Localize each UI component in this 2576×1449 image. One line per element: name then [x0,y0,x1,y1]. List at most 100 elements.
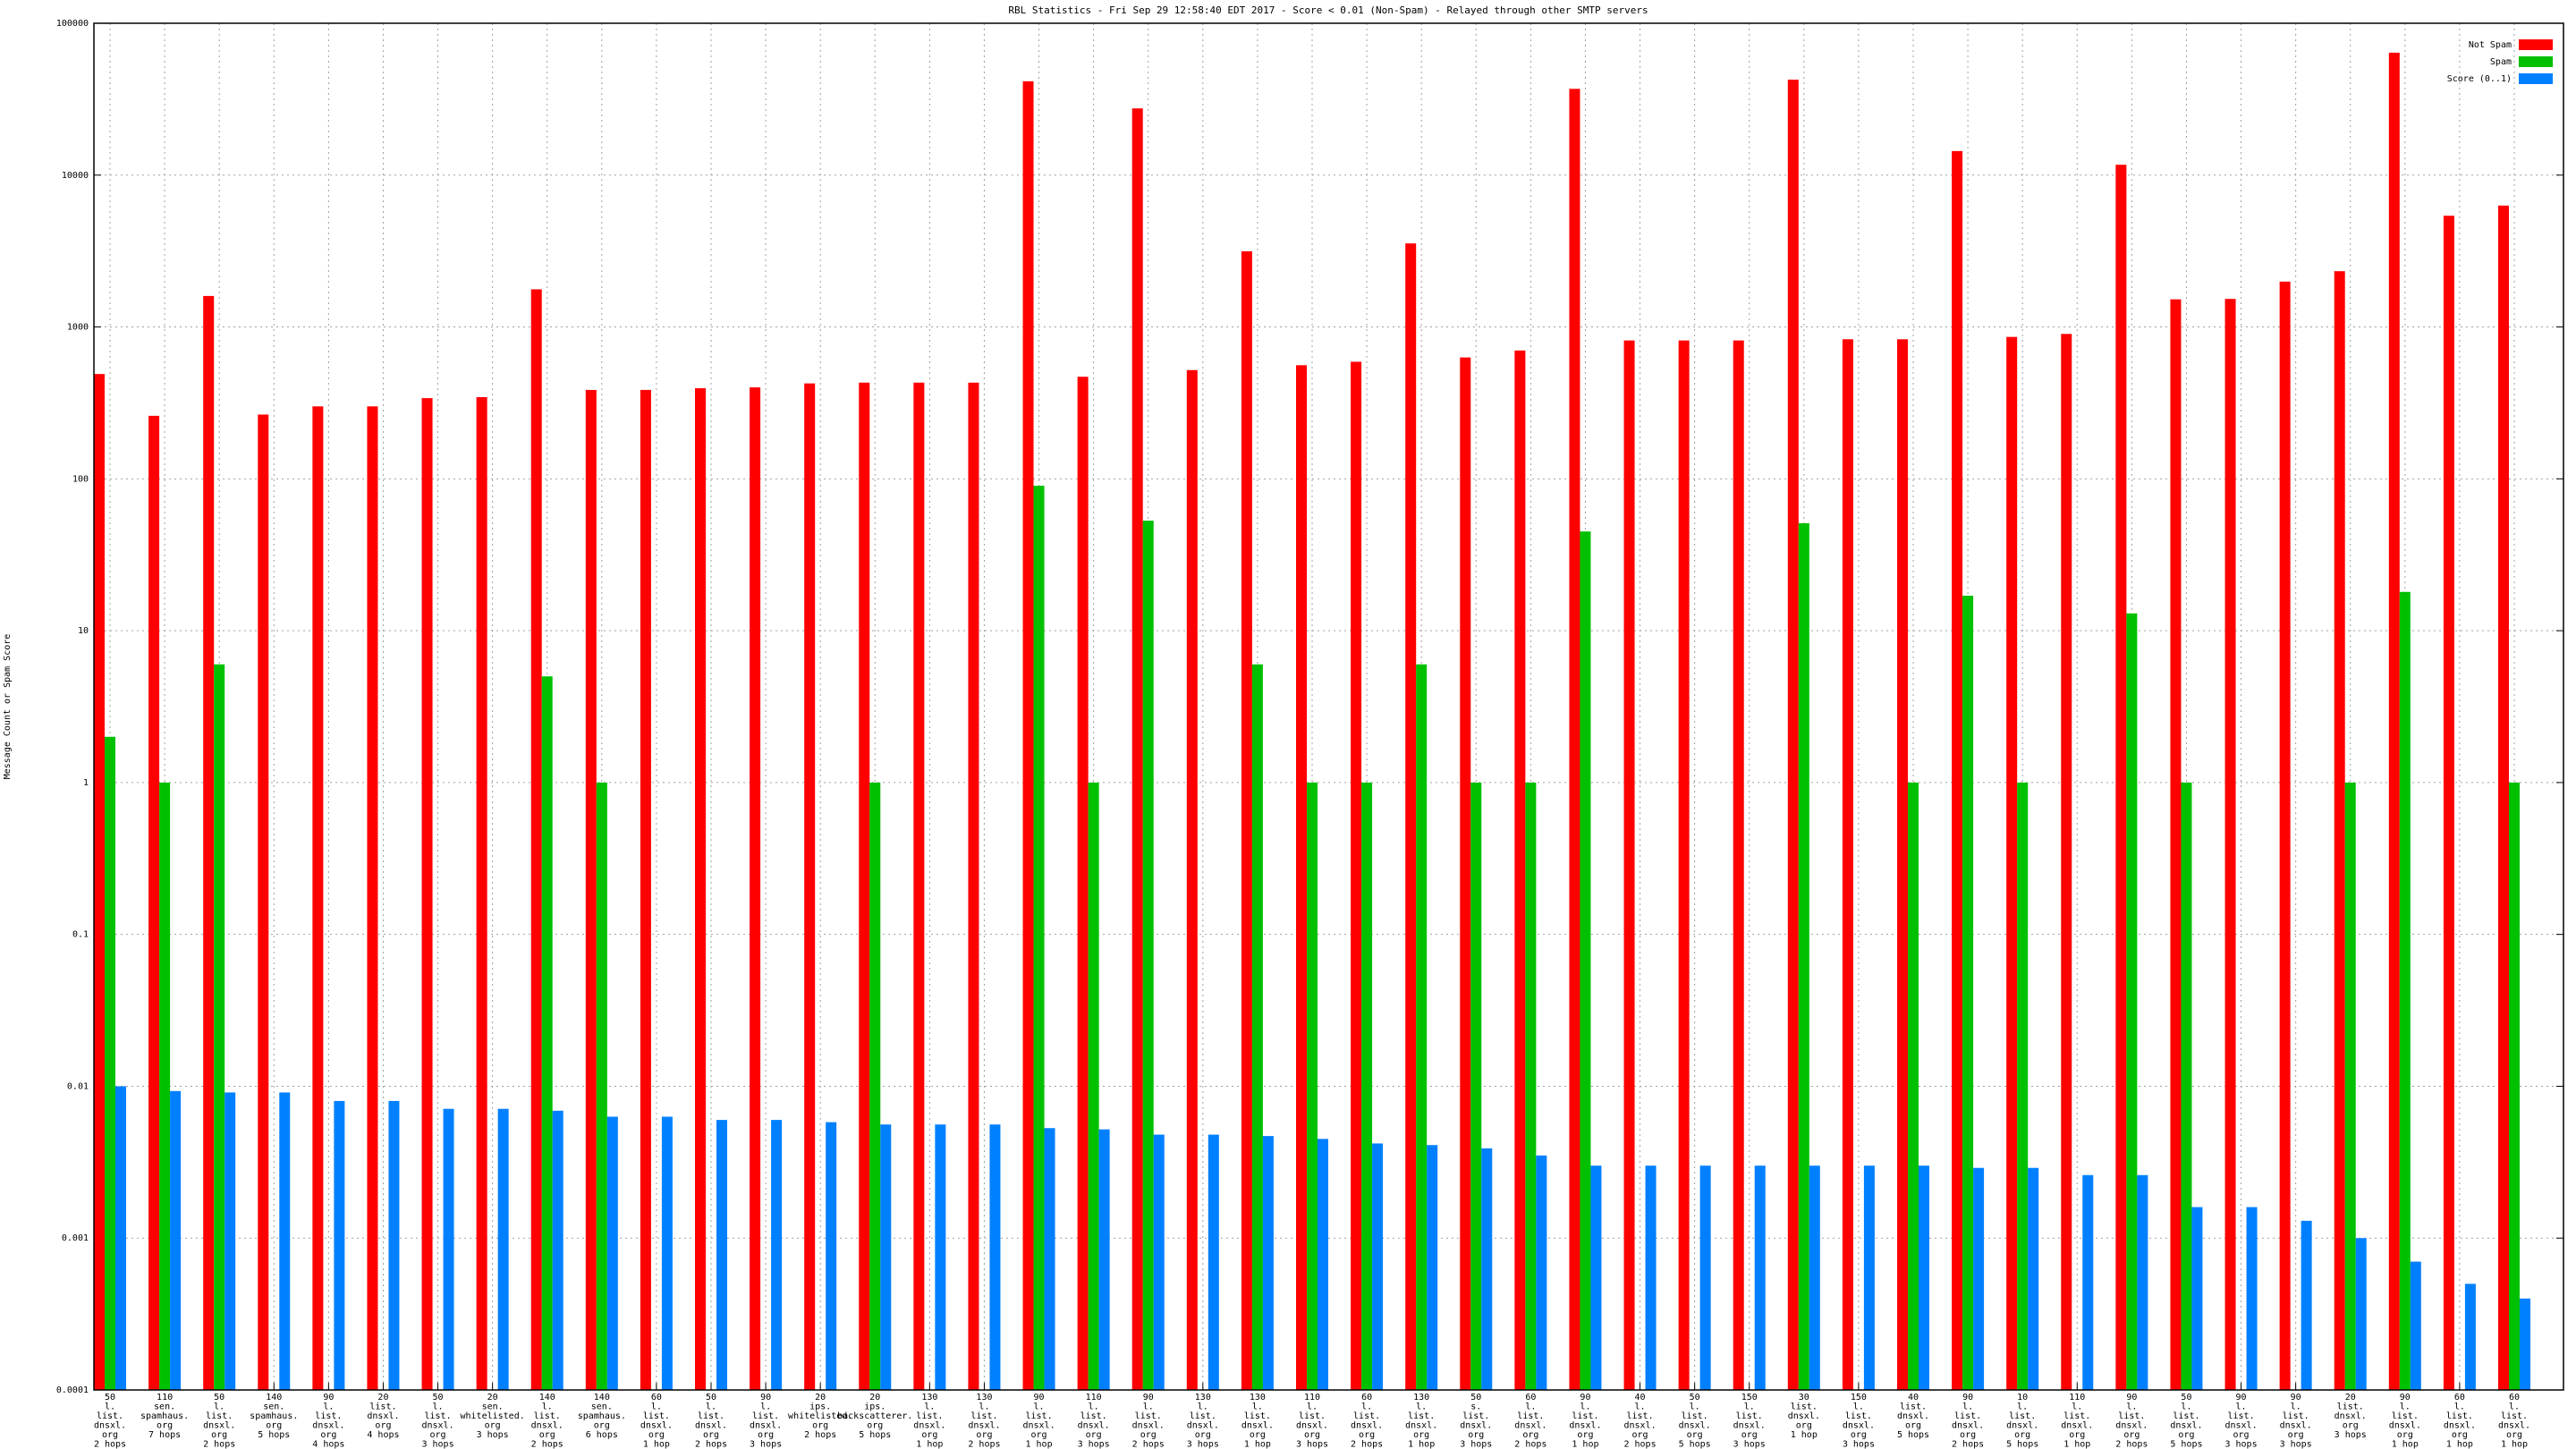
legend-swatch [2519,73,2553,84]
bar [2334,271,2345,1391]
x-tick-label: 150 l. list. dnsxl. org 3 hops [1733,1393,1766,1449]
plot-frame [93,22,2564,1391]
bar [497,1108,509,1390]
bar [1022,80,1034,1391]
bar [2443,216,2454,1390]
bar [2191,1207,2203,1390]
bar [258,414,269,1390]
x-tick-label: 130 l. list. dnsxl. org 1 hop [913,1393,945,1449]
bar [1470,782,1482,1390]
bar [661,1116,673,1390]
bar [159,782,171,1390]
bar [804,383,816,1390]
bar [640,389,651,1391]
y-tick-label: 10000 [62,171,89,181]
bar [421,398,433,1390]
bar [2520,1298,2530,1390]
y-tick-label: 0.001 [62,1233,89,1243]
bar [1952,150,1963,1390]
x-tick-label: 130 l. list. dnsxl. org 2 hops [968,1393,1000,1449]
bar [596,782,607,1390]
bar [1733,340,1744,1390]
bar [1361,782,1373,1390]
bar [2301,1220,2312,1390]
bar [968,382,979,1391]
x-tick-label: 110 l. list. dnsxl. org 3 hops [1296,1393,1328,1449]
bar [1962,595,1974,1390]
x-tick-label: 60 l. list. dnsxl. org 1 hop [2498,1393,2530,1449]
bar [585,389,597,1391]
x-tick-label: 90 l. list. dnsxl. org 2 hops [1132,1393,1165,1449]
y-tick-label: 0.0001 [56,1385,89,1395]
bar [935,1124,946,1390]
bar [105,736,115,1390]
y-tick-label: 0.01 [67,1081,89,1091]
bar [2224,299,2236,1390]
bar [989,1124,1001,1390]
bar [2246,1207,2258,1390]
x-tick-label: 50 l. list. dnsxl. org 5 hops [2170,1393,2202,1449]
bar [279,1092,291,1390]
x-tick-label: 60 l. list. dnsxl. org 1 hop [2444,1393,2476,1449]
x-tick-label: 90 l. list. dnsxl. org 3 hops [2224,1393,2257,1449]
x-tick-label: 130 l. list. dnsxl. org 3 hops [1187,1393,1219,1449]
y-tick-label: 1000 [67,323,89,333]
bar [913,382,925,1391]
bar [2115,165,2127,1391]
bar [2498,205,2509,1390]
bar [170,1090,182,1390]
bar [225,1092,236,1390]
x-tick-label: 50 l. list. dnsxl. org 3 hops [421,1393,453,1449]
bar [2061,334,2072,1390]
x-tick-label: 140 sen. spamhaus. org 6 hops [578,1393,626,1440]
bar [2509,782,2520,1390]
x-tick-label: 40 list. dnsxl. org 5 hops [1897,1393,1929,1440]
bar [1580,531,1591,1390]
x-tick-label: 60 l. list. dnsxl. org 1 hop [640,1393,673,1449]
bar [1919,1165,1929,1390]
bar [1131,108,1143,1391]
bar [1296,365,1307,1391]
bar [2410,1261,2421,1390]
bar [1536,1155,1547,1390]
bar [2170,299,2182,1390]
bar [2388,52,2400,1390]
x-tick-label: 20 list. dnsxl. org 3 hops [2334,1393,2367,1440]
bar [1699,1165,1711,1390]
bar [1427,1145,1438,1390]
x-tick-label: 30 list. dnsxl. org 1 hop [1788,1393,1820,1440]
bar [1645,1165,1657,1390]
bar [530,289,542,1390]
bar [2006,336,2018,1390]
bar [1405,243,1417,1390]
bar [1798,522,1809,1390]
y-tick-label: 100 [72,474,89,484]
x-tick-label: 140 sen. spamhaus. org 5 hops [250,1393,298,1440]
x-tick-label: 90 l. list. dnsxl. org 3 hops [750,1393,782,1449]
y-tick-label: 100000 [56,19,89,29]
bar [115,1086,126,1390]
bar [2017,782,2029,1390]
bar [1318,1139,1328,1390]
y-axis-label: Message Count or Spam Score [3,634,13,780]
bar [1044,1128,1055,1390]
bar [1460,357,1471,1391]
bar [367,406,378,1390]
bar [2355,1238,2367,1390]
bar [1372,1143,1384,1390]
bar [541,676,553,1390]
x-tick-label: 40 l. list. dnsxl. org 2 hops [1623,1393,1656,1449]
legend-swatch [2519,39,2553,50]
bar [1307,782,1318,1390]
bar [1077,377,1089,1390]
x-tick-label: 140 l. list. dnsxl. org 2 hops [531,1393,564,1449]
x-tick-label: 90 l. list. dnsxl. org 1 hop [1022,1393,1055,1449]
x-tick-label: 20 ips. whitelisted. org 2 hops [788,1393,852,1440]
bar [1973,1167,1985,1390]
bar [1623,340,1635,1390]
x-tick-label: 50 l. list. dnsxl. org 2 hops [203,1393,235,1449]
bar [94,374,105,1391]
bar [1481,1148,1493,1390]
bar [1525,782,1537,1390]
